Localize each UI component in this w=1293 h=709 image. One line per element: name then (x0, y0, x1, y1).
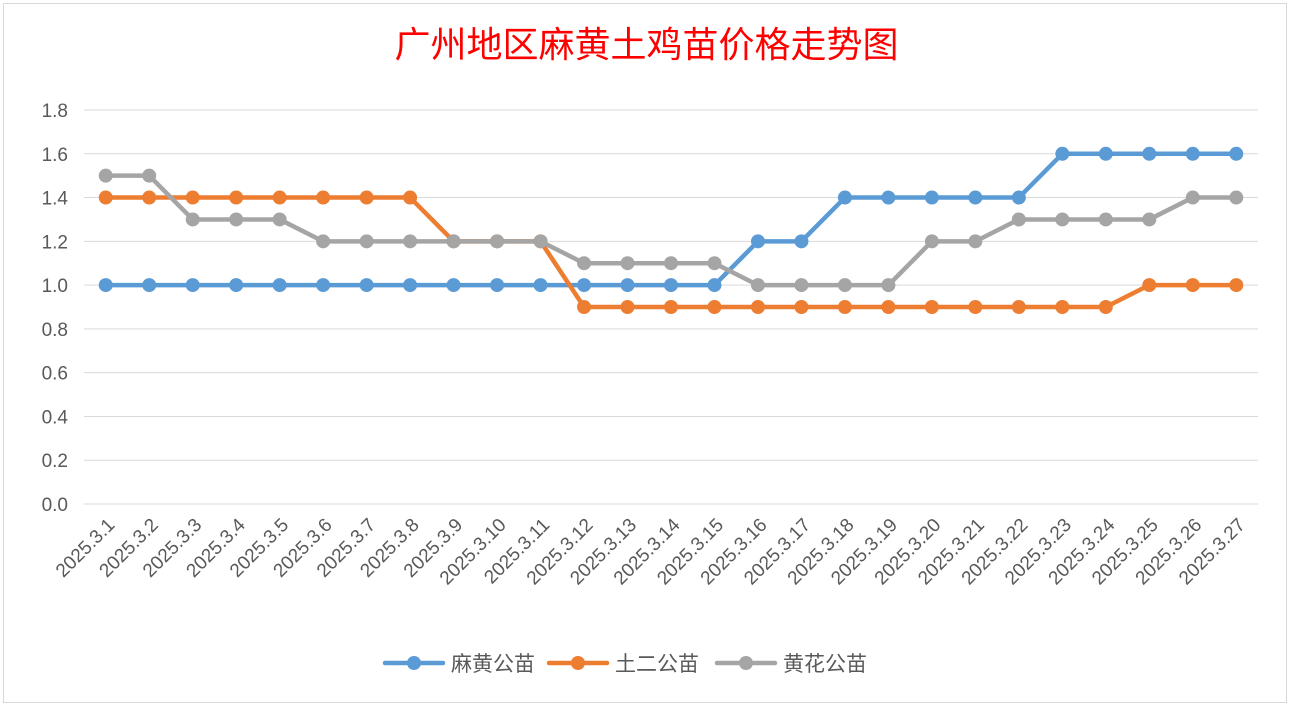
data-point (1098, 300, 1113, 314)
y-tick-label: 1.4 (42, 189, 69, 210)
legend-label: 土二公苗 (615, 652, 699, 676)
data-point (1185, 278, 1200, 293)
data-point (229, 212, 244, 227)
data-point (359, 278, 374, 293)
data-point (1098, 146, 1113, 161)
data-point (1011, 190, 1026, 205)
data-point (968, 190, 983, 205)
data-point (577, 256, 592, 271)
data-point (881, 278, 896, 293)
data-point (490, 234, 505, 249)
data-point (229, 190, 244, 205)
y-tick-label: 0.6 (42, 364, 68, 385)
data-point (316, 278, 331, 293)
legend-swatch-marker (739, 656, 753, 670)
data-point (577, 278, 592, 293)
data-point (1229, 190, 1244, 205)
y-tick-label: 1.2 (42, 232, 68, 253)
data-point (881, 300, 896, 314)
data-point (1055, 300, 1070, 314)
data-point (881, 190, 896, 205)
data-point (446, 234, 461, 249)
data-point (142, 278, 157, 293)
data-point (272, 278, 287, 293)
data-point (837, 278, 852, 293)
chart-frame (3, 3, 1287, 703)
data-point (577, 300, 592, 314)
data-point (533, 278, 548, 293)
data-point (446, 278, 461, 293)
data-point (1142, 212, 1157, 227)
legend-label: 麻黄公苗 (451, 652, 535, 676)
data-point (1142, 146, 1157, 161)
data-point (185, 212, 200, 227)
data-point (707, 256, 722, 271)
data-point (968, 234, 983, 249)
data-point (98, 278, 113, 293)
data-point (750, 278, 765, 293)
data-point (185, 190, 200, 205)
data-point (664, 300, 678, 314)
data-point (837, 300, 852, 314)
data-point (403, 234, 418, 249)
data-point (1185, 146, 1200, 161)
y-tick-label: 1.8 (42, 101, 68, 122)
data-point (620, 256, 635, 271)
data-point (750, 234, 765, 249)
data-point (1011, 300, 1026, 314)
data-point (142, 168, 157, 183)
data-point (968, 300, 983, 314)
data-point (620, 300, 635, 314)
data-point (1055, 212, 1070, 227)
data-point (490, 278, 505, 293)
data-point (316, 190, 331, 205)
data-point (1098, 212, 1113, 227)
data-point (1055, 146, 1070, 161)
data-point (533, 234, 548, 249)
data-point (229, 278, 244, 293)
data-point (924, 190, 939, 205)
legend-swatch-marker (407, 656, 421, 670)
y-tick-label: 1.6 (42, 145, 68, 166)
data-point (620, 278, 635, 293)
data-point (664, 256, 678, 271)
data-point (707, 278, 722, 293)
data-point (1185, 190, 1200, 205)
legend-swatch-marker (571, 656, 585, 670)
data-point (750, 300, 765, 314)
data-point (98, 190, 113, 205)
data-point (1229, 146, 1244, 161)
y-tick-label: 1.0 (42, 276, 68, 297)
data-point (1229, 278, 1244, 293)
data-point (185, 278, 200, 293)
data-point (1011, 212, 1026, 227)
y-tick-label: 0.4 (42, 407, 69, 428)
data-point (359, 234, 374, 249)
y-tick-label: 0.0 (42, 495, 68, 516)
data-point (403, 190, 418, 205)
y-tick-label: 0.2 (42, 451, 68, 472)
data-point (98, 168, 113, 183)
data-point (924, 300, 939, 314)
data-point (142, 190, 157, 205)
data-point (794, 234, 809, 249)
y-tick-label: 0.8 (42, 320, 68, 341)
data-point (272, 212, 287, 227)
data-point (924, 234, 939, 249)
data-point (359, 190, 374, 205)
data-point (403, 278, 418, 293)
legend-label: 黄花公苗 (783, 652, 867, 676)
data-point (794, 278, 809, 293)
data-point (272, 190, 287, 205)
data-point (707, 300, 722, 314)
data-point (316, 234, 331, 249)
data-point (837, 190, 852, 205)
data-point (794, 300, 809, 314)
data-point (1142, 278, 1157, 293)
chart-title: 广州地区麻黄土鸡苗价格走势图 (394, 25, 899, 66)
data-point (664, 278, 678, 293)
